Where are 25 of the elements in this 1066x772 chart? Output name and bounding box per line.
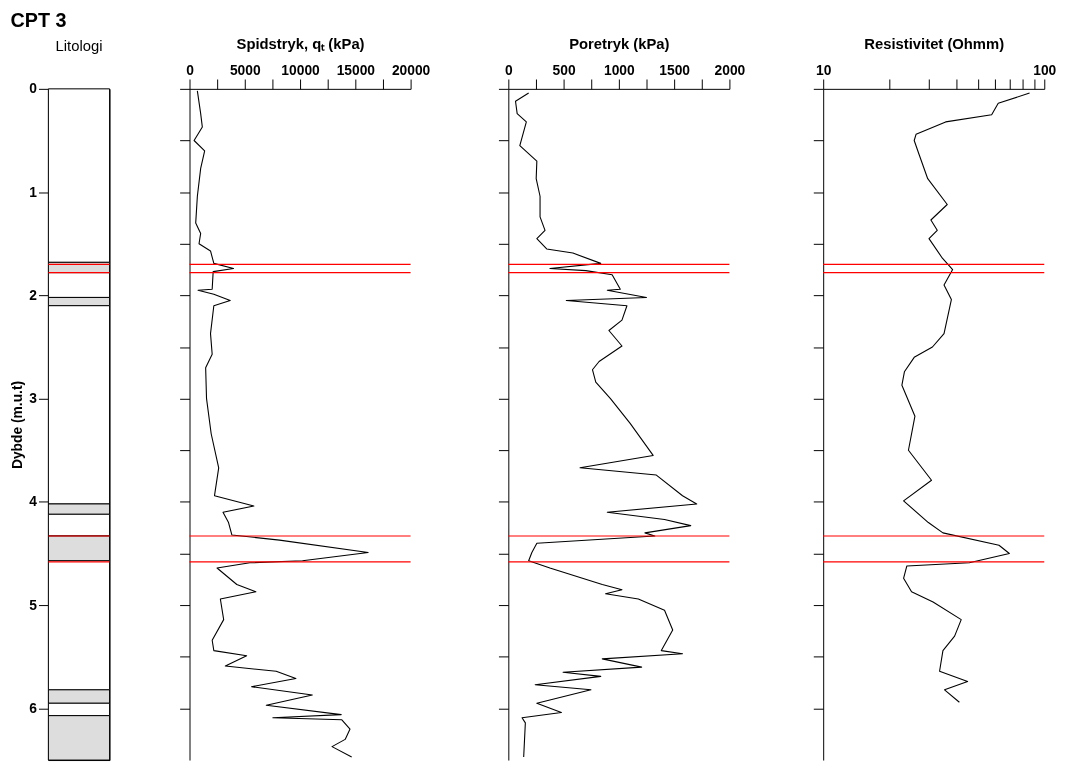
x-tick-label: 2000 bbox=[714, 61, 746, 78]
chart-title: Litologi bbox=[55, 38, 103, 55]
y-tick-label: 4 bbox=[29, 493, 38, 510]
y-tick-label: 1 bbox=[29, 183, 38, 200]
y-tick-label: 0 bbox=[29, 80, 38, 97]
y-tick-label: 5 bbox=[29, 596, 38, 613]
x-axis-title: Poretryk (kPa) bbox=[569, 35, 670, 52]
x-axis-title: Spidstryk, qₜ (kPa) bbox=[236, 35, 365, 52]
x-tick-label: 0 bbox=[186, 61, 195, 78]
y-tick-label: 3 bbox=[29, 390, 38, 407]
x-tick-label: 100 bbox=[1033, 61, 1057, 78]
x-tick-label: 10000 bbox=[281, 61, 321, 78]
y-tick-label: 6 bbox=[29, 699, 38, 716]
y-tick-label: 2 bbox=[29, 286, 38, 303]
x-tick-label: 1000 bbox=[604, 61, 636, 78]
x-tick-label: 20000 bbox=[391, 61, 431, 78]
x-tick-label: 15000 bbox=[336, 61, 376, 78]
text: CPT 3 bbox=[10, 8, 67, 31]
x-tick-label: 5000 bbox=[229, 61, 261, 78]
x-tick-label: 500 bbox=[552, 61, 576, 78]
x-tick-label: 0 bbox=[504, 61, 513, 78]
y-axis-title: Dybde (m.u.t) bbox=[9, 380, 26, 470]
x-axis-title: Resistivitet (Ohmm) bbox=[864, 35, 1005, 52]
x-tick-label: 10 bbox=[816, 61, 832, 78]
x-tick-label: 1500 bbox=[659, 61, 691, 78]
